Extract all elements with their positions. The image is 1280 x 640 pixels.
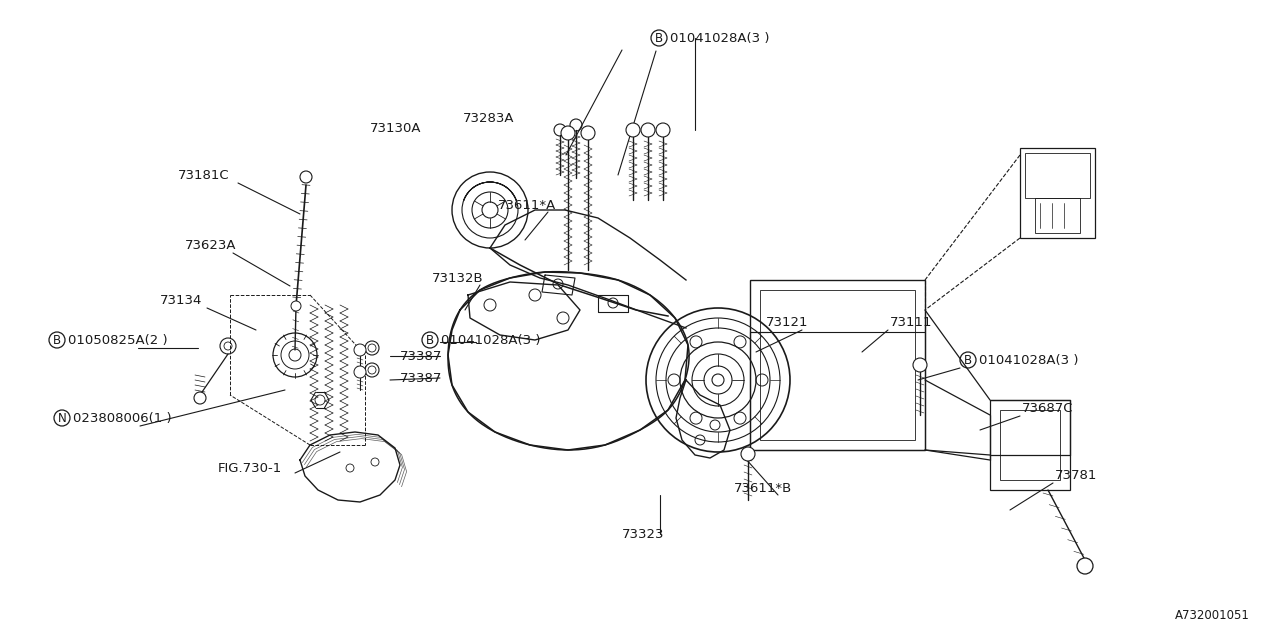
Text: 01041028A(3 ): 01041028A(3 ) [669,31,769,45]
Text: 01041028A(3 ): 01041028A(3 ) [979,353,1079,367]
Text: 73134: 73134 [160,294,202,307]
Circle shape [741,447,755,461]
Text: 73687C: 73687C [1021,401,1074,415]
Text: 73323: 73323 [622,527,664,541]
Circle shape [626,123,640,137]
Bar [1000,410,1060,480]
Circle shape [657,123,669,137]
Circle shape [1076,558,1093,574]
Text: 73611*A: 73611*A [498,198,557,211]
Text: 01050825A(2 ): 01050825A(2 ) [68,333,168,346]
Text: 73623A: 73623A [186,239,237,252]
Text: 73130A: 73130A [370,122,421,134]
Circle shape [195,392,206,404]
Text: B: B [426,333,434,346]
Bar [1025,153,1091,198]
Text: N: N [58,412,67,424]
Text: 73781: 73781 [1055,468,1097,481]
Circle shape [913,358,927,372]
Text: 73283A: 73283A [463,111,515,125]
Text: 73181C: 73181C [178,168,229,182]
Text: B: B [964,353,972,367]
Circle shape [355,344,366,356]
Text: 73387: 73387 [401,371,443,385]
Text: 73132B: 73132B [433,271,484,285]
Text: 73111: 73111 [890,316,933,328]
Text: 023808006(1 ): 023808006(1 ) [73,412,172,424]
Circle shape [300,171,312,183]
Bar [989,400,1070,490]
Text: 73611*B: 73611*B [733,481,792,495]
Circle shape [641,123,655,137]
Bar [1020,148,1094,238]
Bar [760,290,915,440]
Text: FIG.730-1: FIG.730-1 [218,461,283,474]
Text: 73387: 73387 [401,349,443,362]
Circle shape [355,366,366,378]
Circle shape [581,126,595,140]
Circle shape [291,301,301,311]
Text: 73121: 73121 [765,316,809,328]
Bar [1036,198,1080,233]
Circle shape [561,126,575,140]
Text: B: B [655,31,663,45]
Text: B: B [52,333,61,346]
Bar [750,280,925,450]
Text: 01041028A(3 ): 01041028A(3 ) [442,333,540,346]
Text: A732001051: A732001051 [1175,609,1251,622]
